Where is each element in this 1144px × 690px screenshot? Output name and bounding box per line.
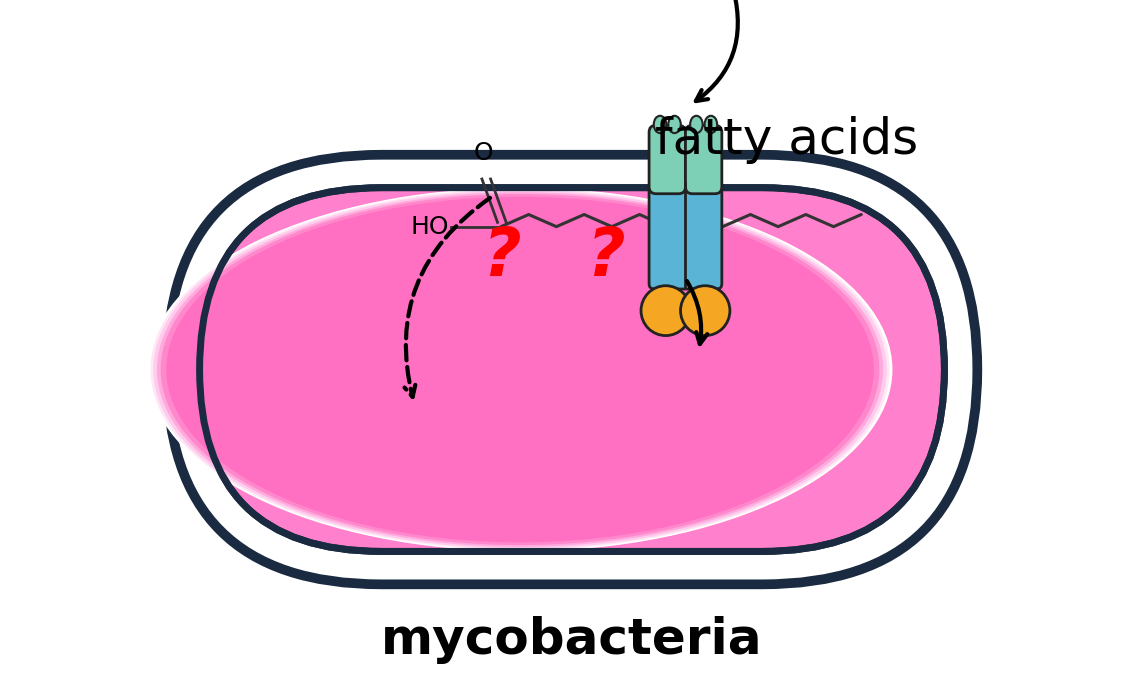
Ellipse shape <box>668 116 681 133</box>
FancyBboxPatch shape <box>649 126 685 194</box>
FancyBboxPatch shape <box>199 188 945 551</box>
Text: O: O <box>474 141 493 165</box>
Ellipse shape <box>681 286 730 335</box>
Ellipse shape <box>690 116 702 133</box>
FancyBboxPatch shape <box>685 126 722 194</box>
Text: HO: HO <box>411 215 448 239</box>
Text: ?: ? <box>586 224 625 290</box>
Ellipse shape <box>160 194 880 545</box>
FancyBboxPatch shape <box>167 155 977 584</box>
Ellipse shape <box>157 193 883 547</box>
Ellipse shape <box>705 116 717 133</box>
FancyBboxPatch shape <box>649 181 722 289</box>
Text: fatty acids: fatty acids <box>656 116 919 164</box>
Text: mycobacteria: mycobacteria <box>381 615 763 664</box>
Ellipse shape <box>653 116 666 133</box>
Ellipse shape <box>166 197 874 542</box>
Ellipse shape <box>148 188 892 551</box>
FancyBboxPatch shape <box>186 175 958 564</box>
Ellipse shape <box>641 286 690 335</box>
Ellipse shape <box>150 189 890 550</box>
Text: ?: ? <box>482 224 521 290</box>
Ellipse shape <box>153 190 887 549</box>
